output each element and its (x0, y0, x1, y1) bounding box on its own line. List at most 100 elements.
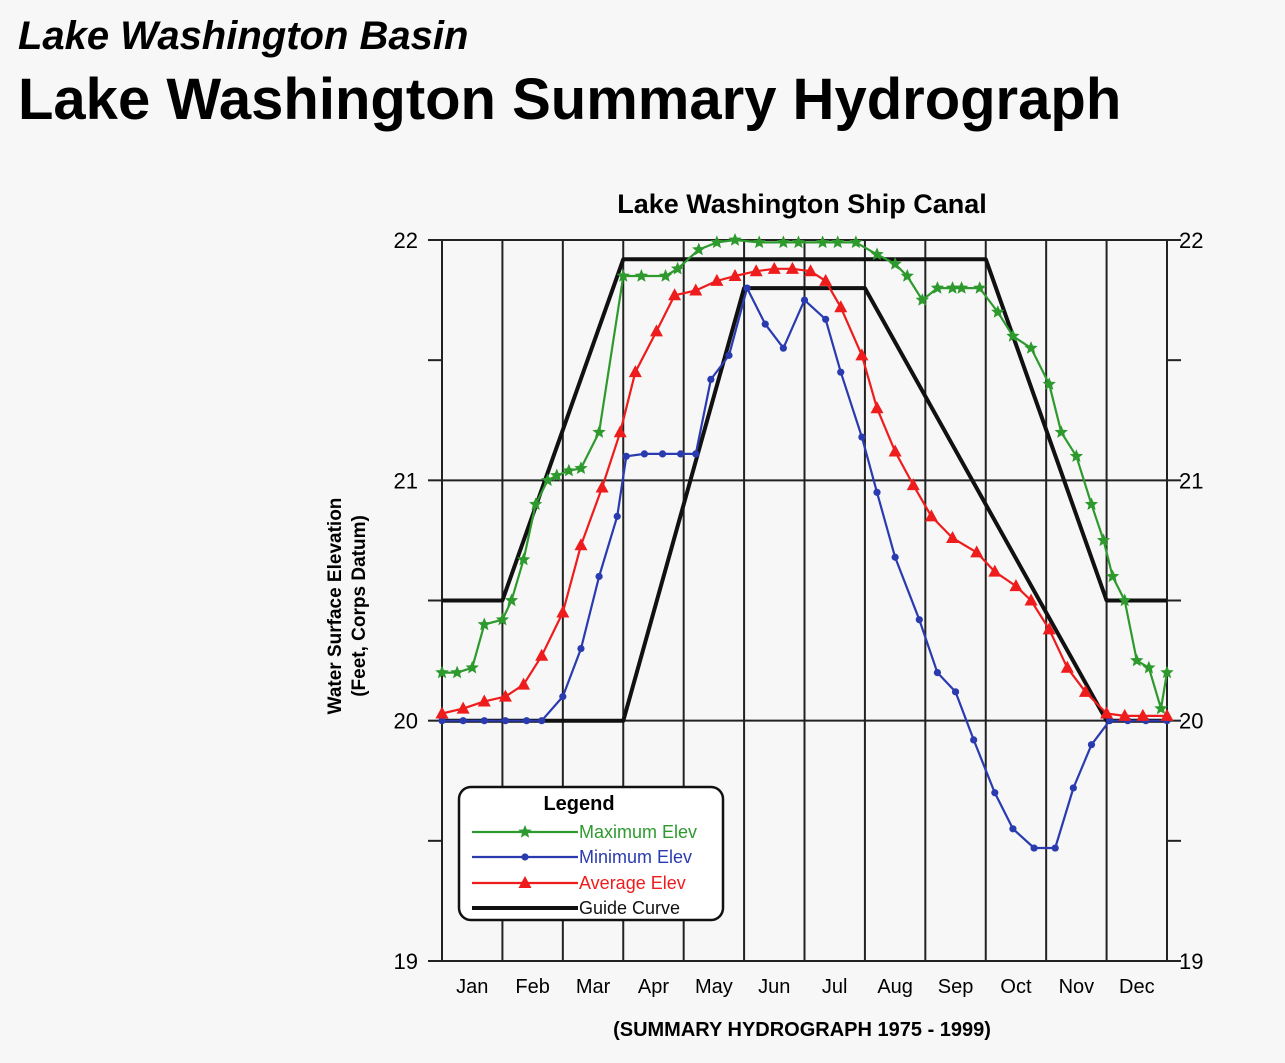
average-elev-point (556, 605, 570, 618)
series-maximum-elev (435, 233, 1174, 715)
x-tick-label-may: May (695, 976, 733, 998)
minimum-elev-point (640, 450, 648, 458)
y-tick-label-left: 22 (394, 228, 418, 253)
average-elev-point (477, 694, 491, 707)
minimum-elev-point (438, 717, 446, 725)
average-elev-point (834, 300, 848, 313)
maximum-elev-point (791, 235, 806, 249)
average-elev-point (749, 264, 763, 277)
x-tick-label-apr: Apr (638, 976, 669, 998)
minimum-elev-point (559, 693, 567, 701)
legend-title: Legend (543, 793, 614, 815)
minimum-elev-point (522, 717, 531, 725)
average-elev-point (728, 269, 742, 282)
minimum-elev-point (1069, 784, 1077, 792)
maximum-elev-point (728, 233, 742, 246)
maximum-elev-point (671, 261, 685, 275)
maximum-elev-point (574, 461, 588, 474)
maximum-elev-point (692, 242, 706, 256)
series-layer (435, 233, 1174, 852)
legend-label-average: Average Elev (579, 873, 686, 893)
maximum-elev-point (1006, 329, 1020, 342)
y-axis-label: Water Surface Elevation (325, 498, 346, 715)
maximum-elev-point (776, 235, 790, 249)
maximum-elev-point (529, 497, 543, 510)
average-elev-point (535, 648, 549, 661)
average-elev-point (1160, 708, 1174, 721)
average-elev-point (804, 264, 818, 277)
y-tick-label-left: 19 (394, 949, 418, 974)
average-elev-point (435, 706, 449, 719)
maximum-elev-point (592, 425, 606, 438)
x-tick-label-nov: Nov (1059, 976, 1095, 998)
minimum-elev-point (501, 717, 510, 725)
average-elev-point (689, 283, 703, 296)
x-tick-label-mar: Mar (576, 976, 611, 998)
maximum-elev-point (1142, 660, 1156, 674)
average-elev-point (595, 480, 609, 493)
minimum-elev-point (822, 315, 830, 323)
average-elev-point (1009, 579, 1023, 592)
average-elev-point (1024, 593, 1038, 606)
y-axis-label-units: (Feet, Corps Datum) (349, 515, 370, 697)
minimum-elev-point (951, 688, 960, 696)
minimum-elev-point (1009, 825, 1017, 833)
maximum-elev-point (973, 281, 987, 294)
maximum-elev-point (915, 293, 929, 306)
minimum-elev-point (658, 450, 667, 458)
y-tick-label-left: 20 (394, 709, 418, 734)
maximum-elev-point (616, 269, 630, 282)
maximum-elev-point (465, 660, 479, 674)
average-elev-point (710, 273, 724, 286)
maximum-elev-point (752, 235, 766, 249)
average-elev-point (498, 689, 512, 702)
maximum-elev-point (816, 235, 830, 249)
minimum-elev-point (538, 717, 546, 725)
minimum-elev-point (970, 736, 978, 744)
minimum-elev-point (1051, 844, 1059, 852)
minimum-elev-point (891, 553, 899, 561)
x-axis-caption: (SUMMARY HYDROGRAPH 1975 - 1999) (613, 1019, 991, 1041)
minimum-elev-point (725, 351, 733, 359)
basin-subtitle: Lake Washington Basin (18, 14, 469, 58)
x-tick-label-oct: Oct (1000, 976, 1032, 998)
maximum-elev-point (849, 235, 863, 249)
maximum-elev-point (477, 617, 491, 631)
maximum-elev-point (550, 468, 564, 482)
maximum-elev-point (516, 552, 531, 566)
legend-marker-minimum-elev (521, 853, 529, 861)
maximum-elev-point (1106, 569, 1120, 583)
x-tick-label-jan: Jan (456, 976, 488, 998)
minimum-elev-point (1030, 844, 1038, 852)
average-elev-point (1100, 706, 1114, 719)
legend-marker-maximum-elev (518, 825, 532, 838)
maximum-elev-point (495, 612, 510, 626)
minimum-elev-point (613, 512, 621, 520)
maximum-elev-point (930, 281, 945, 294)
legend: Legend Maximum Elev Minimum Elev Average… (457, 785, 725, 922)
minimum-elev-line (442, 287, 1167, 850)
average-elev-point (970, 545, 984, 558)
y-tick-label-left: 21 (394, 468, 418, 493)
minimum-elev-point (837, 368, 845, 376)
y-tick-label-right: 20 (1179, 709, 1203, 734)
minimum-elev-point (779, 344, 787, 352)
maximum-elev-point (1069, 449, 1083, 462)
minimum-elev-point (743, 284, 751, 292)
maximum-elev-point (831, 235, 845, 249)
minimum-elev-point (677, 450, 685, 458)
average-elev-point (888, 444, 902, 457)
average-elev-point (906, 478, 920, 491)
minimum-elev-point (692, 450, 700, 458)
average-elev-point (924, 509, 938, 522)
minimum-elev-point (858, 433, 866, 441)
maximum-elev-point (710, 235, 724, 249)
average-elev-point (1042, 622, 1056, 635)
average-elev-point (517, 677, 531, 690)
maximum-elev-point (1042, 377, 1056, 390)
maximum-elev-point (634, 269, 648, 282)
average-elev-point (649, 324, 663, 337)
minimum-elev-point (480, 717, 488, 725)
maximum-elev-point (504, 593, 519, 607)
minimum-elev-point (595, 572, 603, 581)
